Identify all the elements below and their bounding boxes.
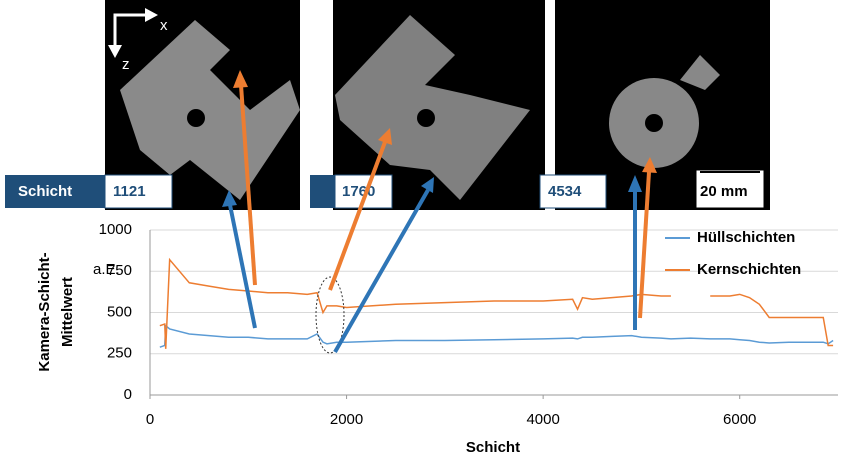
layer-label: Schicht — [18, 183, 72, 200]
y-tick-label: 1000 — [99, 221, 132, 238]
arrows — [222, 70, 657, 353]
legend-label: Hüllschichten — [697, 229, 795, 246]
y-tick-label: 250 — [107, 345, 132, 362]
layer-number: 4534 — [548, 183, 582, 200]
scale-bar-label: 20 mm — [700, 183, 748, 200]
y-tick-label: 500 — [107, 303, 132, 320]
axis-z-label: z — [122, 56, 130, 73]
ct-images: x z — [105, 0, 770, 210]
legend-label: Kernschichten — [697, 261, 801, 278]
y-tick-label: 0 — [124, 386, 132, 403]
y-axis-label: Kamera-Schicht- — [36, 252, 53, 371]
x-tick-label: 6000 — [723, 411, 756, 428]
series-line — [159, 257, 671, 349]
x-tick-label: 4000 — [526, 411, 559, 428]
axis-x-label: x — [160, 17, 168, 34]
y-axis-label: Mittelwert — [59, 277, 76, 347]
y-tick-label: 750 — [107, 262, 132, 279]
series-line — [159, 324, 834, 348]
x-axis-label: Schicht — [466, 439, 520, 456]
x-tick-label: 0 — [146, 411, 154, 428]
y-unit: a.E. — [93, 261, 120, 278]
layer-number: 1121 — [113, 183, 146, 200]
series-line — [710, 293, 834, 347]
x-tick-label: 2000 — [330, 411, 363, 428]
